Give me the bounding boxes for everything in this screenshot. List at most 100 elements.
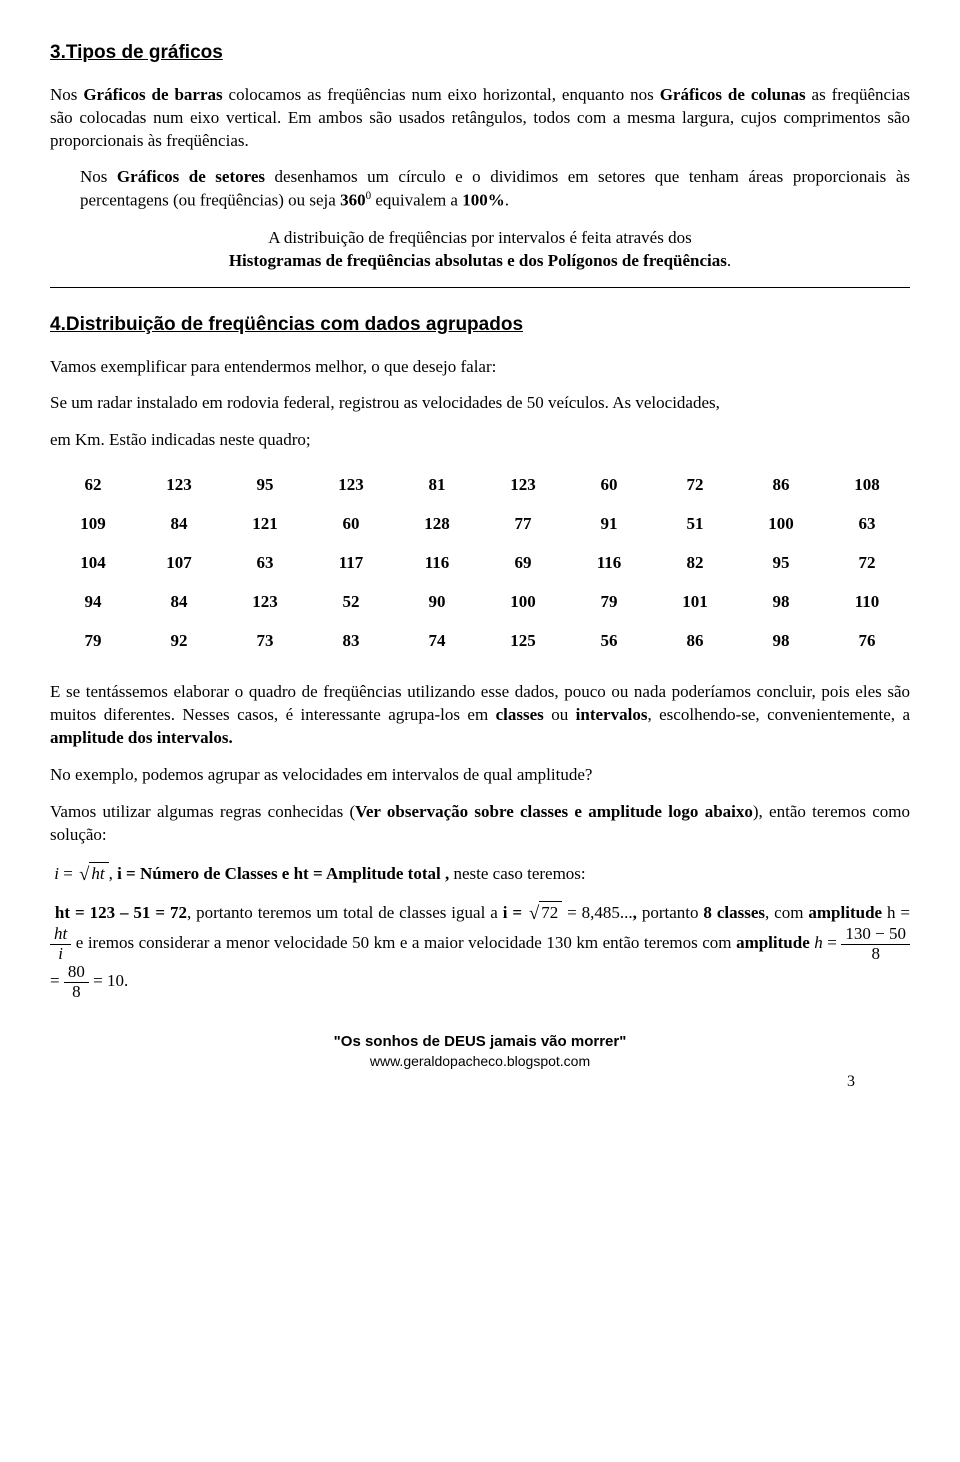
table-row: 109841216012877915110063 <box>50 505 910 544</box>
table-cell: 82 <box>652 544 738 583</box>
term-classes: classes <box>496 705 544 724</box>
table-cell: 123 <box>136 466 222 505</box>
text: neste caso teremos: <box>449 864 585 883</box>
section-4-p7: ht = 123 – 51 = 72, portanto teremos um … <box>50 900 910 1002</box>
table-cell: 110 <box>824 583 910 622</box>
text: ou <box>544 705 576 724</box>
table-cell: 86 <box>738 466 824 505</box>
term-intervalos: intervalos <box>576 705 648 724</box>
text: Nos <box>80 167 117 186</box>
term-graficos-barras: Gráficos de barras <box>83 85 222 104</box>
term-graficos-setores: Gráficos de setores <box>117 167 265 186</box>
table-cell: 72 <box>824 544 910 583</box>
frac-2: 808 <box>64 963 89 1001</box>
table-cell: 117 <box>308 544 394 583</box>
value-360: 360 <box>340 191 366 210</box>
radicand-ht: ht <box>89 862 108 886</box>
text: , com <box>765 903 808 922</box>
table-row: 621239512381123607286108 <box>50 466 910 505</box>
table-cell: 116 <box>566 544 652 583</box>
table-cell: 73 <box>222 622 308 661</box>
period: . <box>124 972 128 991</box>
page-number: 3 <box>847 1071 855 1093</box>
table-cell: 100 <box>738 505 824 544</box>
table-cell: 92 <box>136 622 222 661</box>
frac-1: 130 − 508 <box>841 925 910 963</box>
h-equals: h = <box>882 903 910 922</box>
sqrt-ht: ht <box>77 861 109 886</box>
term-amplitude-2: amplitude <box>808 903 882 922</box>
table-cell: 72 <box>652 466 738 505</box>
text: . <box>505 191 509 210</box>
table-cell: 79 <box>566 583 652 622</box>
text: A distribuição de freqüências por interv… <box>268 228 691 247</box>
eq-definitions: i = Número de Classes e ht = Amplitude t… <box>117 864 449 883</box>
frac1-num: 130 − 50 <box>841 925 910 945</box>
table-cell: 128 <box>394 505 480 544</box>
table-cell: 125 <box>480 622 566 661</box>
i-equals: i = <box>503 903 527 922</box>
frac-num: ht <box>50 925 71 945</box>
table-row: 799273837412556869876 <box>50 622 910 661</box>
frac2-den: 8 <box>64 983 89 1002</box>
term-amplitude-3: amplitude <box>736 933 810 952</box>
footer-quote: "Os sonhos de DEUS jamais vão morrer" <box>50 1032 910 1052</box>
section-4-p6: Vamos utilizar algumas regras conhecidas… <box>50 801 910 847</box>
section-3-p2: Nos Gráficos de setores desenhamos um cí… <box>80 166 910 213</box>
result-10: 10 <box>107 972 124 991</box>
eight-classes: 8 classes <box>703 903 765 922</box>
section-4-p3: em Km. Estão indicadas neste quadro; <box>50 429 910 452</box>
table-cell: 116 <box>394 544 480 583</box>
text: e iremos considerar a menor velocidade 5… <box>71 933 736 952</box>
section-3-title: 3.Tipos de gráficos <box>50 40 910 66</box>
table-cell: 108 <box>824 466 910 505</box>
table-cell: 98 <box>738 583 824 622</box>
text: . <box>727 251 731 270</box>
table-cell: 104 <box>50 544 136 583</box>
table-cell: 77 <box>480 505 566 544</box>
table-cell: 121 <box>222 505 308 544</box>
table-cell: 123 <box>222 583 308 622</box>
table-cell: 84 <box>136 583 222 622</box>
table-cell: 95 <box>222 466 308 505</box>
radicand-72: 72 <box>539 901 562 925</box>
frac1-den: 8 <box>841 945 910 964</box>
term-histogramas: Histogramas de freqüências absolutas e d… <box>229 251 727 270</box>
table-cell: 63 <box>824 505 910 544</box>
table-cell: 94 <box>50 583 136 622</box>
text: , escolhendo-se, convenientemente, a <box>647 705 910 724</box>
section-4-p2: Se um radar instalado em rodovia federal… <box>50 392 910 415</box>
speed-data-table: 6212395123811236072861081098412160128779… <box>50 466 910 661</box>
table-cell: 100 <box>480 583 566 622</box>
table-cell: 84 <box>136 505 222 544</box>
table-row: 948412352901007910198110 <box>50 583 910 622</box>
table-cell: 107 <box>136 544 222 583</box>
table-cell: 69 <box>480 544 566 583</box>
table-cell: 109 <box>50 505 136 544</box>
term-graficos-colunas: Gráficos de colunas <box>660 85 806 104</box>
comma: , <box>633 903 642 922</box>
table-cell: 76 <box>824 622 910 661</box>
table-cell: 123 <box>480 466 566 505</box>
table-cell: 90 <box>394 583 480 622</box>
section-3-p1: Nos Gráficos de barras colocamos as freq… <box>50 84 910 153</box>
table-cell: 83 <box>308 622 394 661</box>
table-cell: 81 <box>394 466 480 505</box>
frac-ht-i: hti <box>50 925 71 963</box>
table-cell: 74 <box>394 622 480 661</box>
frac2-num: 80 <box>64 963 89 983</box>
table-cell: 98 <box>738 622 824 661</box>
var-h: h <box>814 933 823 952</box>
text: colocamos as freqüências num eixo horizo… <box>223 85 660 104</box>
table-cell: 86 <box>652 622 738 661</box>
table-cell: 101 <box>652 583 738 622</box>
note-ref: Ver observação sobre classes e amplitude… <box>355 802 753 821</box>
section-4-title: 4.Distribuição de freqüências com dados … <box>50 312 910 338</box>
table-cell: 60 <box>308 505 394 544</box>
text: Nos <box>50 85 83 104</box>
section-4-p5: No exemplo, podemos agrupar as velocidad… <box>50 764 910 787</box>
footer-url: www.geraldopacheco.blogspot.com <box>50 1052 910 1071</box>
term-amplitude: amplitude dos intervalos. <box>50 728 233 747</box>
section-4-p1: Vamos exemplificar para entendermos melh… <box>50 356 910 379</box>
table-cell: 56 <box>566 622 652 661</box>
